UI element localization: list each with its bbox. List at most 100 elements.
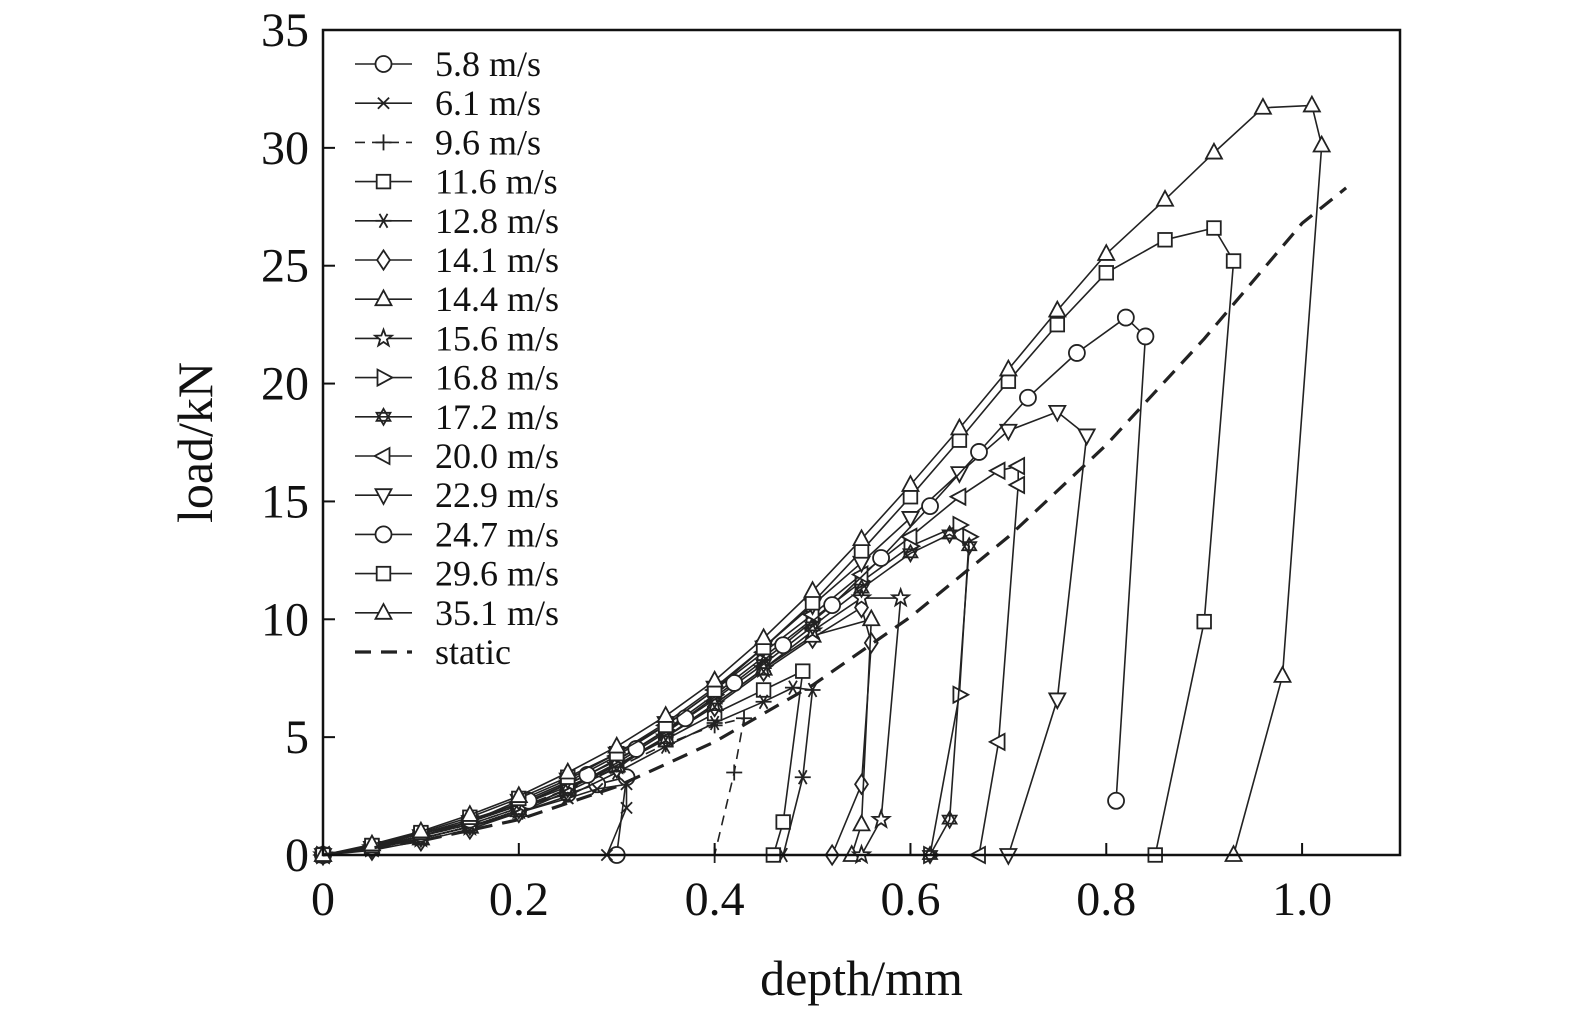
series [315,663,811,863]
data-point [1206,220,1222,236]
data-point [1302,94,1322,113]
legend-item: 35.1 m/s [355,593,559,633]
data-point [1007,456,1026,476]
data-point [1047,692,1067,711]
legend-item: static [355,632,511,672]
data-point [374,55,393,73]
data-point [1096,243,1116,261]
data-point [375,407,392,422]
data-point [775,814,791,830]
data-point [952,685,971,705]
data-point [921,497,939,516]
data-point [853,578,870,594]
x-tick-label: 0.6 [880,873,940,926]
legend-label: 15.6 m/s [435,318,559,358]
data-point [797,769,808,785]
data-point [656,705,676,723]
data-point [889,586,912,608]
data-point [854,773,869,796]
legend-label: 22.9 m/s [435,475,559,515]
x-tick-label: 0.2 [489,873,549,926]
series-line [322,186,1348,857]
data-point [870,808,892,829]
data-point [948,487,967,507]
y-tick-label: 30 [261,122,309,175]
data-point [1049,316,1066,333]
data-point [558,761,578,780]
y-tick-label: 20 [261,358,309,411]
data-point [375,565,392,582]
data-point [374,525,393,544]
legend-label: 24.7 m/s [435,514,559,554]
data-point [998,358,1018,377]
y-tick-label: 0 [285,829,309,882]
data-point [970,443,988,461]
legend-item: 29.6 m/s [355,554,559,594]
data-point [901,548,919,564]
legend-item: 12.8 m/s [355,201,559,241]
y-tick-label: 10 [261,593,309,646]
series [316,515,980,865]
series [315,596,879,867]
data-point [373,602,394,620]
data-point [901,543,919,559]
legend-label: 12.8 m/s [435,201,559,241]
data-point [1157,232,1173,248]
data-point [998,423,1018,442]
x-axis-title: depth/mm [760,950,963,1006]
x-tick-label: 1.0 [1272,873,1332,926]
data-point [725,674,744,692]
data-point [872,549,890,567]
legend-label: 35.1 m/s [435,593,559,633]
data-point [1224,844,1244,862]
data-layer [312,94,1348,867]
data-point [949,417,969,436]
data-point [1204,141,1224,160]
legend-item: 6.1 m/s [355,83,541,123]
y-tick-label: 15 [261,475,309,528]
data-point [1312,134,1332,153]
legend-label: 20.0 m/s [435,436,559,476]
legend-label: static [435,632,511,672]
series-line [322,465,1019,856]
data-point [373,288,394,307]
data-point [1225,253,1242,269]
data-point [774,636,793,655]
data-point [377,96,390,110]
legend-item: 17.2 m/s [355,397,559,437]
data-point [373,488,394,506]
data-point [1107,791,1125,810]
series [315,710,753,863]
data-point [709,715,720,731]
data-point [807,682,818,698]
data-point [378,213,389,229]
legend-item: 16.8 m/s [355,358,559,398]
series-line [322,524,971,856]
data-point [1116,308,1135,327]
data-point [899,527,918,547]
data-point [460,804,480,822]
plot-frame [321,28,1402,857]
data-point [755,682,772,698]
y-tick-label: 35 [261,4,309,57]
data-point [590,782,604,796]
y-tick-label: 25 [261,240,309,293]
data-point [941,524,959,540]
legend-label: 29.6 m/s [435,554,559,594]
legend-item: 24.7 m/s [355,514,559,554]
data-point [620,801,633,815]
data-point [372,446,391,466]
data-point [951,432,968,448]
data-point [376,248,391,272]
data-point [851,528,872,547]
data-point [861,608,881,627]
x-tick-label: 0 [311,873,335,926]
legend-label: 11.6 m/s [435,162,558,202]
data-point [921,850,939,865]
data-point [1155,189,1175,207]
data-point [1253,97,1273,115]
data-point [823,596,842,615]
series-line [322,669,804,856]
data-point [952,515,971,535]
